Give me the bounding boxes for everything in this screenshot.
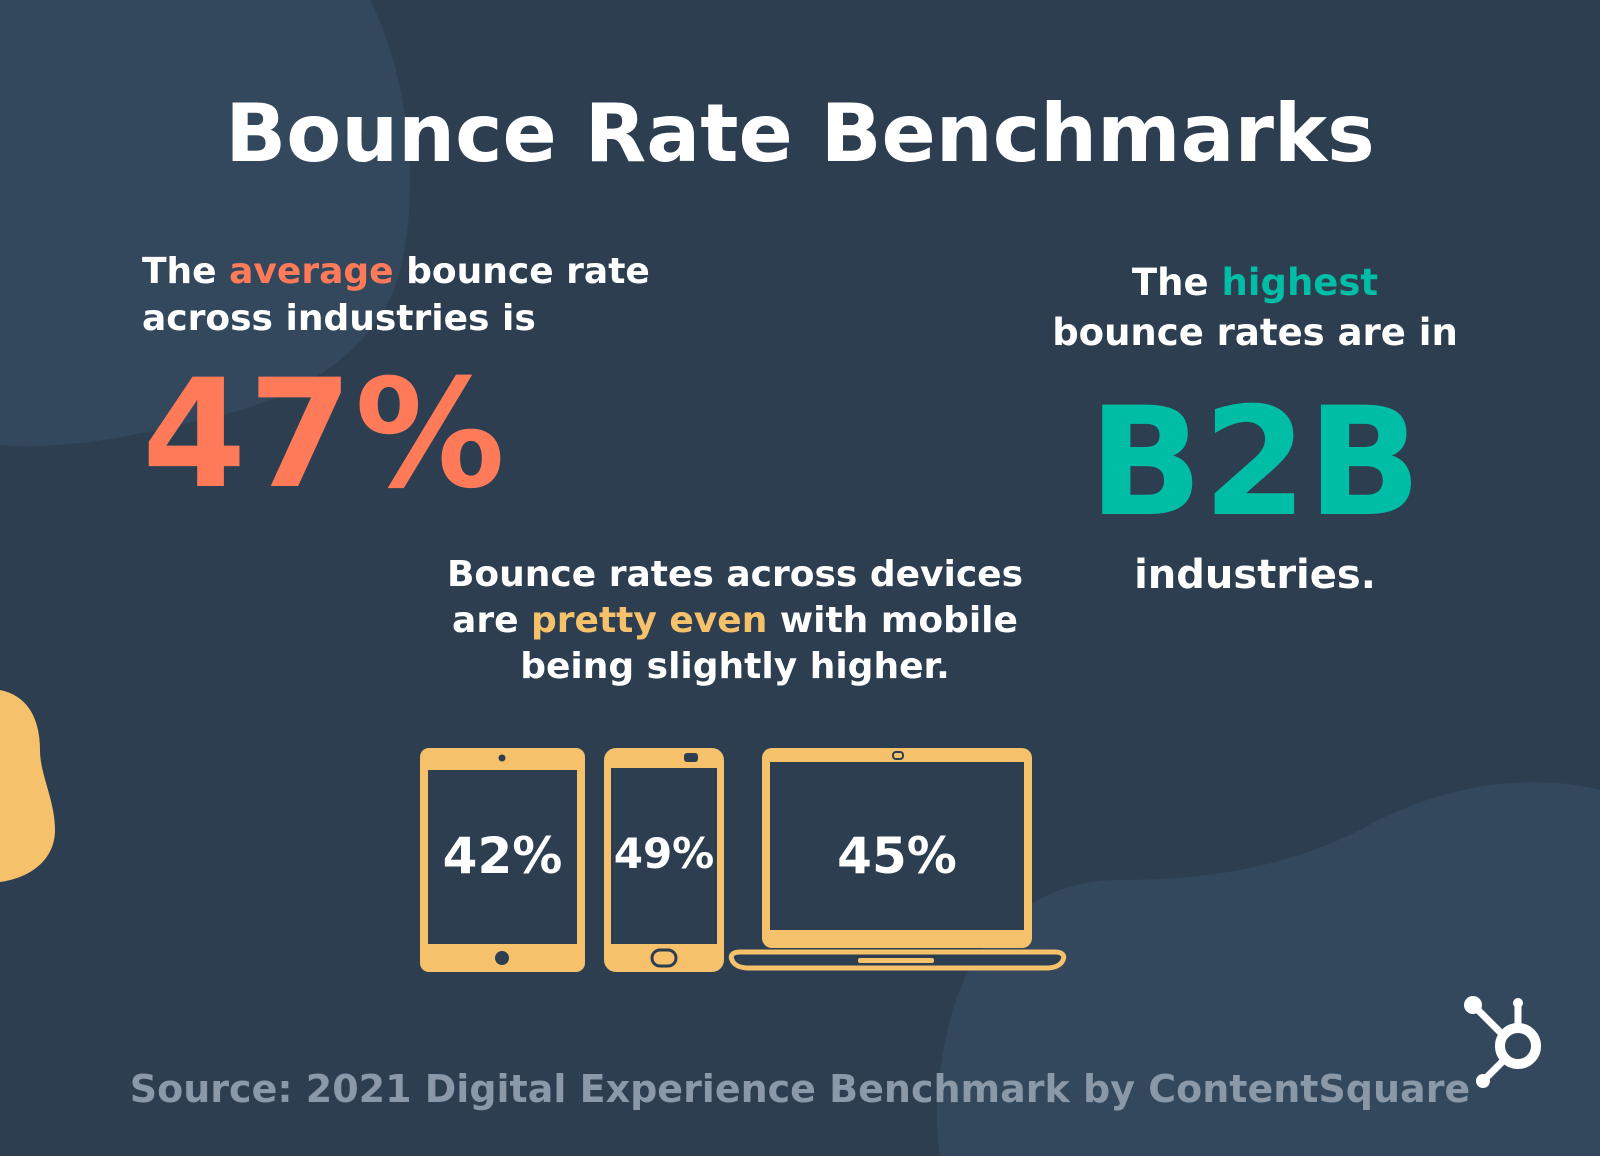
phone-value: 49%: [613, 829, 715, 878]
average-caption: The average bounce rate across industrie…: [142, 248, 662, 342]
devices-caption: Bounce rates across devices are pretty e…: [430, 552, 1040, 690]
average-highlight: average: [229, 251, 394, 292]
devices-line3: being slightly higher.: [520, 646, 950, 687]
devices-line2-prefix: are: [452, 600, 532, 641]
bottom-right-blob: [937, 782, 1600, 1156]
highest-stat: The highest bounce rates are in B2B indu…: [1040, 258, 1470, 600]
highest-highlight: highest: [1221, 261, 1379, 304]
tablet-value: 42%: [442, 827, 563, 885]
average-caption-suffix: bounce rate: [393, 251, 650, 292]
source-credit: Source: 2021 Digital Experience Benchmar…: [129, 1067, 1471, 1111]
devices-highlight: pretty even: [531, 600, 768, 641]
average-caption-prefix: The: [142, 251, 230, 292]
top-left-blob: [0, 0, 410, 447]
tablet-icon: [420, 748, 585, 972]
highest-caption-prefix: The: [1131, 261, 1222, 304]
left-yellow-blob: [0, 690, 55, 882]
average-stat: The average bounce rate across industrie…: [142, 248, 662, 510]
smartphone-icon: [604, 748, 724, 972]
highest-tail: industries.: [1134, 552, 1376, 598]
highest-caption: The highest bounce rates are in: [1040, 258, 1470, 358]
laptop-icon: [728, 748, 1067, 971]
average-caption-line2: across industries is: [142, 298, 536, 339]
devices-line1: Bounce rates across devices: [446, 554, 1024, 595]
laptop-value: 45%: [837, 827, 957, 885]
highest-caption-line2: bounce rates are in: [1052, 311, 1458, 354]
highest-value: B2B: [1088, 376, 1422, 550]
devices-line2-suffix: with mobile: [767, 600, 1018, 641]
average-value: 47%: [142, 348, 508, 522]
hubspot-sprocket-icon: [1464, 996, 1541, 1088]
page-title: Bounce Rate Benchmarks: [225, 87, 1375, 180]
